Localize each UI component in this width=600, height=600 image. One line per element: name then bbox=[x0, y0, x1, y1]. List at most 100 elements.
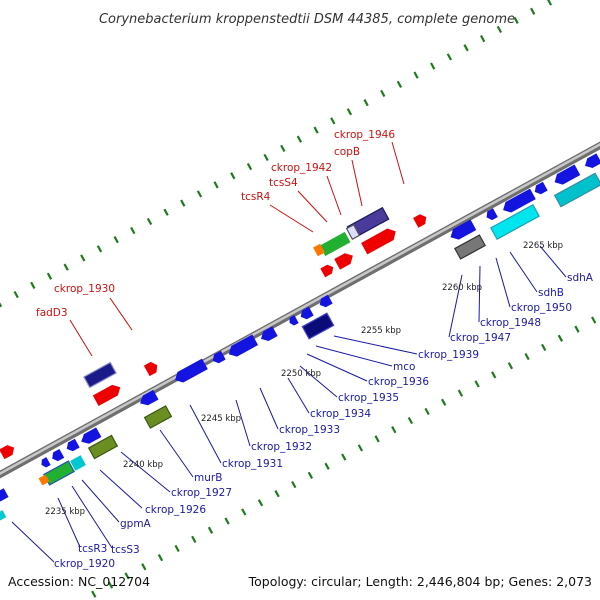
tick-dot bbox=[130, 226, 136, 235]
tick-dot bbox=[96, 245, 103, 253]
tick-dot bbox=[124, 572, 130, 580]
tick-dot bbox=[257, 499, 264, 507]
gene-feature bbox=[38, 474, 50, 486]
map-title: Corynebacterium kroppenstedtii DSM 44385… bbox=[99, 12, 515, 27]
scale-label: 2255 kbp bbox=[361, 326, 401, 336]
tick-dot bbox=[396, 80, 403, 88]
tick-dot bbox=[263, 153, 269, 162]
gene-label: murB bbox=[194, 472, 222, 484]
connector-line bbox=[351, 159, 363, 207]
gene-feature bbox=[319, 294, 333, 308]
gene-feature bbox=[228, 334, 259, 357]
gene-feature bbox=[52, 448, 65, 462]
tick-dot bbox=[196, 190, 203, 198]
gene-feature bbox=[345, 224, 361, 240]
gene-label: ckrop_1946 bbox=[334, 129, 395, 141]
tick-dot bbox=[30, 281, 36, 289]
connector-line bbox=[539, 245, 567, 278]
gene-label: ckrop_1947 bbox=[450, 332, 511, 344]
scale-label: 2260 kbp bbox=[442, 283, 482, 293]
tick-dot bbox=[430, 62, 436, 70]
tick-dot bbox=[541, 343, 547, 352]
tick-dot bbox=[524, 352, 530, 361]
gene-feature bbox=[81, 427, 102, 444]
gene-feature bbox=[361, 228, 396, 255]
connector-line bbox=[159, 429, 194, 478]
tick-dot bbox=[113, 236, 119, 244]
tick-dot bbox=[574, 325, 580, 333]
tick-dot bbox=[463, 44, 469, 52]
connector-line bbox=[81, 479, 120, 523]
tick-dot bbox=[324, 462, 330, 470]
gene-feature bbox=[175, 358, 208, 383]
tick-dot bbox=[180, 199, 186, 207]
gene-feature bbox=[41, 457, 51, 468]
gene-label: ckrop_1942 bbox=[271, 162, 332, 174]
tick-dot bbox=[107, 581, 114, 589]
connector-line bbox=[315, 345, 393, 367]
tick-dot bbox=[424, 407, 430, 416]
gene-feature bbox=[320, 264, 334, 278]
connector-line bbox=[120, 451, 171, 493]
tick-dot bbox=[591, 316, 597, 324]
gene-label: ckrop_1948 bbox=[480, 317, 541, 329]
connector-line bbox=[478, 265, 481, 323]
connector-line bbox=[306, 353, 368, 382]
gene-feature bbox=[212, 350, 226, 364]
scale-label: 2265 kbp bbox=[523, 241, 563, 251]
gene-feature bbox=[554, 164, 581, 185]
gene-feature bbox=[490, 203, 540, 241]
label-connectors bbox=[11, 141, 567, 563]
tick-dot bbox=[296, 135, 303, 143]
gene-label: tcsR4 bbox=[241, 191, 271, 203]
gene-features bbox=[0, 153, 600, 522]
tick-dot bbox=[407, 416, 414, 425]
connector-line bbox=[235, 399, 251, 447]
gene-feature bbox=[300, 306, 314, 320]
gene-feature bbox=[454, 234, 486, 260]
connector-line bbox=[495, 257, 511, 308]
connector-line bbox=[189, 404, 222, 464]
tick-dot bbox=[357, 444, 364, 452]
tick-dot bbox=[546, 0, 553, 6]
gene-label: ckrop_1927 bbox=[171, 487, 232, 499]
gene-feature bbox=[301, 312, 335, 340]
tick-dot bbox=[346, 108, 353, 116]
connector-line bbox=[299, 365, 338, 398]
top-strand-labels: ckrop_1946 copB ckrop_1942 tcsS4 tcsR4 c… bbox=[36, 129, 395, 319]
gene-label: ckrop_1932 bbox=[251, 441, 312, 453]
tick-dot bbox=[307, 471, 314, 479]
connector-line bbox=[71, 485, 113, 549]
tick-dot bbox=[413, 71, 419, 79]
gene-label: ckrop_1939 bbox=[418, 349, 479, 361]
gene-label: tcsS4 bbox=[269, 177, 298, 189]
topology-summary: Topology: circular; Length: 2,446,804 bp… bbox=[248, 574, 592, 589]
tick-dot bbox=[274, 490, 280, 498]
tick-dot bbox=[513, 16, 519, 24]
gene-feature bbox=[289, 315, 299, 326]
gene-feature bbox=[503, 188, 536, 213]
tick-dot bbox=[496, 25, 503, 34]
bottom-strand-labels: ckrop_1920 tcsR3 tcsS3 gpmA ckrop_1926 c… bbox=[54, 272, 594, 570]
accession-text: Accession: NC_012704 bbox=[8, 574, 150, 589]
tick-dot bbox=[0, 300, 3, 308]
tick-dot bbox=[80, 254, 86, 262]
gene-feature bbox=[140, 389, 159, 406]
gene-label: ckrop_1934 bbox=[310, 408, 371, 420]
connector-line bbox=[333, 335, 418, 355]
gene-label: mco bbox=[393, 361, 415, 373]
tick-dot bbox=[480, 35, 486, 43]
tick-dot bbox=[213, 181, 219, 189]
gene-feature bbox=[0, 488, 9, 502]
connector-line bbox=[109, 297, 133, 331]
gene-feature bbox=[260, 326, 278, 341]
connector-line bbox=[297, 190, 328, 223]
gene-label: fadD3 bbox=[36, 307, 68, 319]
gene-label: sdhA bbox=[567, 272, 594, 284]
connector-line bbox=[11, 521, 55, 563]
gene-feature bbox=[66, 438, 80, 452]
gene-label: ckrop_1935 bbox=[338, 392, 399, 404]
gene-feature bbox=[486, 208, 498, 221]
tick-dot bbox=[341, 453, 347, 461]
